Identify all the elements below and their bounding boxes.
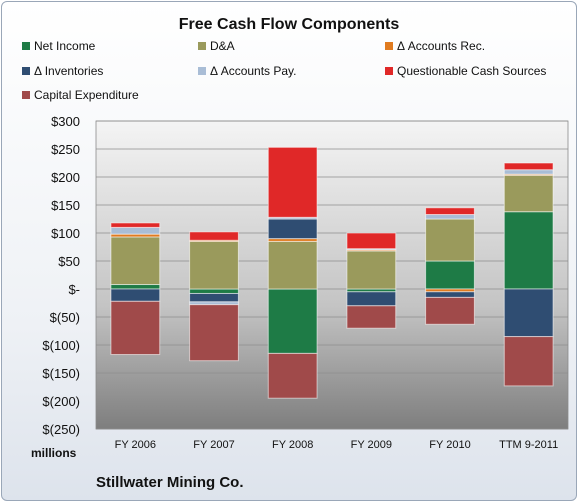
bar-segment — [110, 236, 161, 286]
y-tick-label: $- — [68, 282, 80, 297]
bar-segment — [189, 292, 239, 303]
legend-item: Δ Accounts Rec. — [385, 39, 485, 53]
y-tick-label: $150 — [51, 198, 80, 213]
bar-segment — [110, 222, 161, 228]
x-tick-label: FY 2010 — [429, 439, 470, 451]
bar-segment — [503, 169, 554, 175]
legend-item: Capital Expenditure — [22, 88, 139, 102]
bar-segment — [267, 288, 318, 354]
bar-segment — [267, 240, 318, 290]
x-tick-label: FY 2006 — [115, 439, 156, 451]
y-tick-label: $100 — [51, 226, 80, 241]
bar-segment — [189, 304, 239, 362]
bar-segment — [425, 296, 475, 325]
bar-segment — [189, 240, 239, 290]
legend-label: Capital Expenditure — [34, 88, 139, 102]
chart-title: Free Cash Flow Components — [178, 16, 400, 33]
bar-segment — [503, 211, 554, 290]
legend-label: Δ Inventories — [34, 64, 104, 78]
y-tick-label: $(250) — [42, 422, 80, 437]
company-name: Stillwater Mining Co. — [96, 474, 244, 491]
bar-segment — [346, 305, 397, 329]
bar-segment — [503, 174, 554, 213]
legend-label: Δ Accounts Rec. — [397, 39, 486, 53]
x-tick-label: TTM 9-2011 — [499, 439, 558, 451]
legend-swatch — [22, 90, 30, 99]
y-tick-label: $(150) — [42, 366, 80, 381]
bar-segment — [425, 218, 475, 262]
bar-segment — [346, 250, 397, 290]
bar-segment — [425, 260, 475, 290]
bar-segment — [503, 162, 554, 171]
bar-segment — [110, 300, 161, 356]
bar-segment — [425, 214, 475, 220]
bar-segment — [503, 336, 554, 387]
bar-segment — [189, 231, 239, 241]
legend-swatch — [385, 66, 393, 75]
legend-label: D&A — [210, 39, 235, 53]
bar-segment — [267, 352, 318, 399]
legend-swatch — [22, 41, 30, 50]
y-tick-label: $(200) — [42, 394, 80, 409]
bar-segment — [425, 291, 475, 298]
bar-segment — [189, 288, 239, 294]
bar-segment — [110, 288, 161, 302]
bar-segment — [425, 207, 475, 216]
legend-swatch — [198, 41, 206, 50]
legend-item: D&A — [198, 39, 235, 53]
y-tick-label: $50 — [58, 254, 80, 269]
y-tick-label: $200 — [51, 170, 80, 185]
units-label: millions — [31, 446, 77, 460]
legend-item: Δ Accounts Pay. — [198, 64, 297, 78]
legend-item: Net Income — [22, 39, 95, 53]
y-tick-label: $(100) — [42, 338, 80, 353]
x-tick-label: FY 2007 — [193, 439, 234, 451]
y-tick-label: $250 — [51, 142, 80, 157]
legend-swatch — [22, 66, 30, 75]
x-tick-label: FY 2009 — [351, 439, 392, 451]
bar-segment — [110, 284, 161, 290]
plot-area — [95, 120, 569, 430]
y-tick-label: $300 — [51, 114, 80, 129]
bar-segment — [346, 291, 397, 307]
legend-label: Net Income — [34, 39, 96, 53]
legend-label: Δ Accounts Pay. — [210, 64, 297, 78]
bar-segment — [267, 146, 318, 218]
legend-item: Δ Inventories — [22, 64, 103, 78]
legend-label: Questionable Cash Sources — [397, 64, 547, 78]
bar-segment — [110, 226, 161, 235]
legend-swatch — [198, 66, 206, 75]
legend-swatch — [385, 41, 393, 50]
legend-item: Questionable Cash Sources — [385, 64, 546, 78]
bar-segment — [346, 232, 397, 250]
bar-segment — [267, 218, 318, 240]
bar-segment — [503, 288, 554, 338]
y-tick-label: $(50) — [50, 310, 80, 325]
x-tick-label: FY 2008 — [272, 439, 313, 451]
